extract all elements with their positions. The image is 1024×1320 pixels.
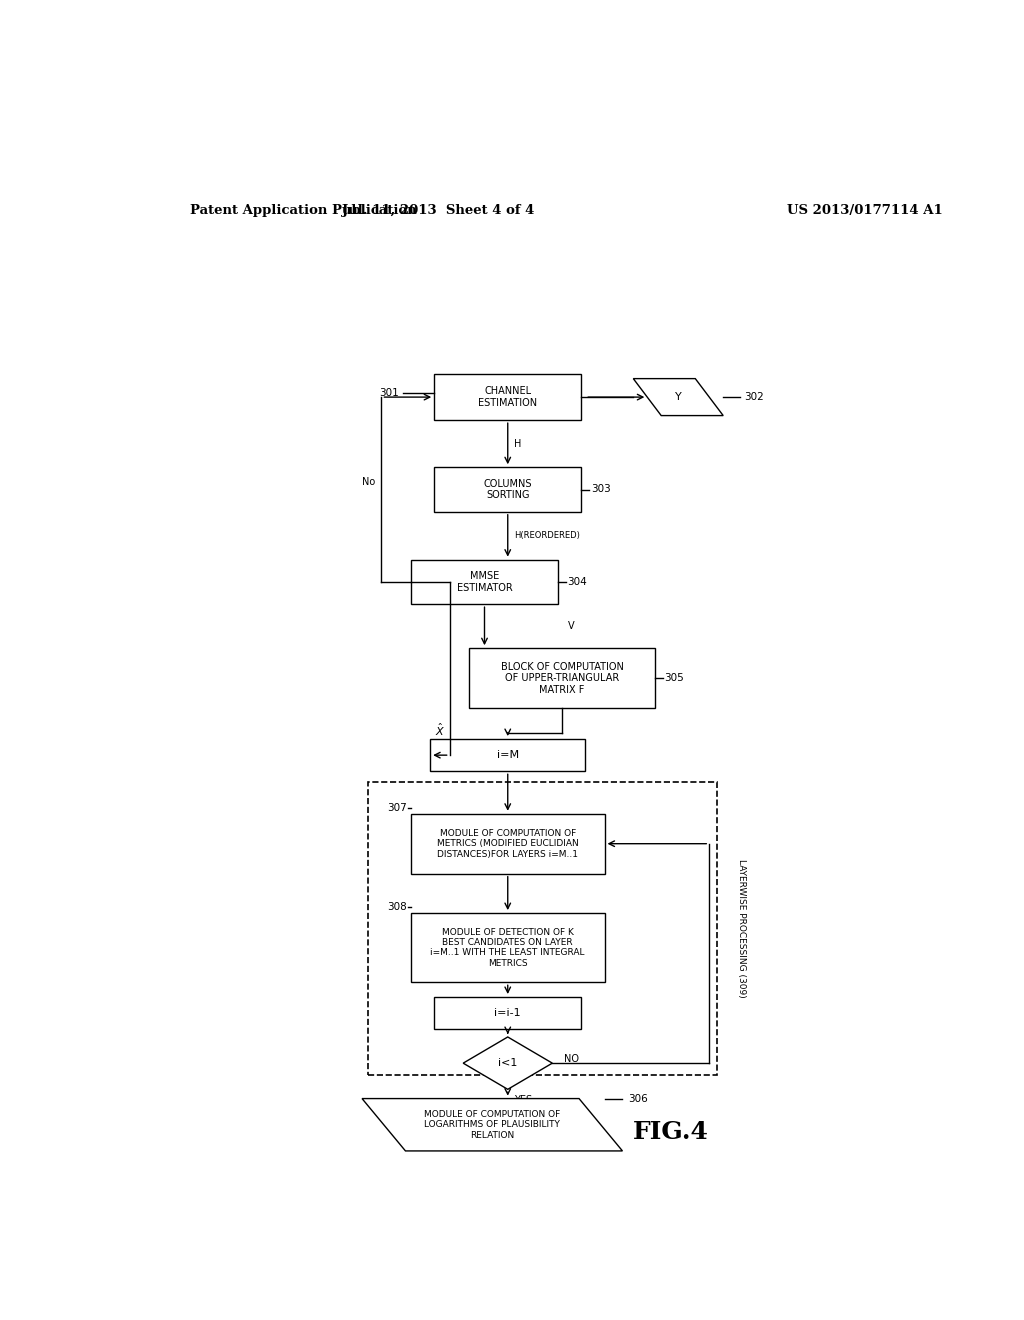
Text: H: H [514, 438, 521, 449]
Bar [430, 739, 586, 771]
Text: MODULE OF COMPUTATION OF
LOGARITHMS OF PLAUSIBILITY
RELATION: MODULE OF COMPUTATION OF LOGARITHMS OF P… [424, 1110, 560, 1139]
Text: YES: YES [514, 1096, 532, 1105]
Text: 308: 308 [387, 902, 407, 912]
Text: 302: 302 [744, 392, 764, 403]
Text: 304: 304 [567, 577, 587, 587]
Text: V: V [568, 622, 574, 631]
Text: $\hat{X}$: $\hat{X}$ [435, 722, 445, 738]
Text: LAYERWISE PROCESSING (309): LAYERWISE PROCESSING (309) [737, 859, 746, 998]
Bar [434, 374, 582, 420]
Bar [434, 467, 582, 512]
Text: 307: 307 [387, 803, 407, 813]
Bar [411, 813, 604, 874]
Text: H(REORDERED): H(REORDERED) [514, 531, 580, 540]
Text: MMSE
ESTIMATOR: MMSE ESTIMATOR [457, 572, 512, 593]
Text: BLOCK OF COMPUTATION
OF UPPER-TRIANGULAR
MATRIX F: BLOCK OF COMPUTATION OF UPPER-TRIANGULAR… [501, 661, 624, 694]
Bar [434, 997, 582, 1030]
Text: NO: NO [564, 1055, 579, 1064]
Bar [411, 560, 558, 605]
Text: 305: 305 [665, 673, 684, 684]
Text: No: No [361, 477, 375, 487]
Text: MODULE OF DETECTION OF K
BEST CANDIDATES ON LAYER
i=M..1 WITH THE LEAST INTEGRAL: MODULE OF DETECTION OF K BEST CANDIDATES… [430, 928, 585, 968]
Text: i=M: i=M [497, 750, 519, 760]
Text: Y: Y [675, 392, 682, 403]
Text: Patent Application Publication: Patent Application Publication [190, 205, 417, 218]
Text: 306: 306 [628, 1093, 647, 1104]
Text: i=i-1: i=i-1 [495, 1008, 521, 1018]
Text: COLUMNS
SORTING: COLUMNS SORTING [483, 479, 532, 500]
Text: 301: 301 [380, 388, 399, 399]
Bar [369, 781, 717, 1074]
Text: US 2013/0177114 A1: US 2013/0177114 A1 [786, 205, 942, 218]
Text: Jul. 11, 2013  Sheet 4 of 4: Jul. 11, 2013 Sheet 4 of 4 [342, 205, 535, 218]
Bar [469, 648, 655, 708]
Polygon shape [463, 1038, 552, 1089]
Text: 303: 303 [591, 484, 610, 495]
Bar [411, 913, 604, 982]
Text: MODULE OF COMPUTATION OF
METRICS (MODIFIED EUCLIDIAN
DISTANCES)FOR LAYERS i=M..1: MODULE OF COMPUTATION OF METRICS (MODIFI… [437, 829, 579, 858]
Polygon shape [362, 1098, 623, 1151]
Text: CHANNEL
ESTIMATION: CHANNEL ESTIMATION [478, 387, 538, 408]
Polygon shape [633, 379, 723, 416]
Text: FIG.4: FIG.4 [633, 1121, 709, 1144]
Text: i<1: i<1 [498, 1059, 517, 1068]
